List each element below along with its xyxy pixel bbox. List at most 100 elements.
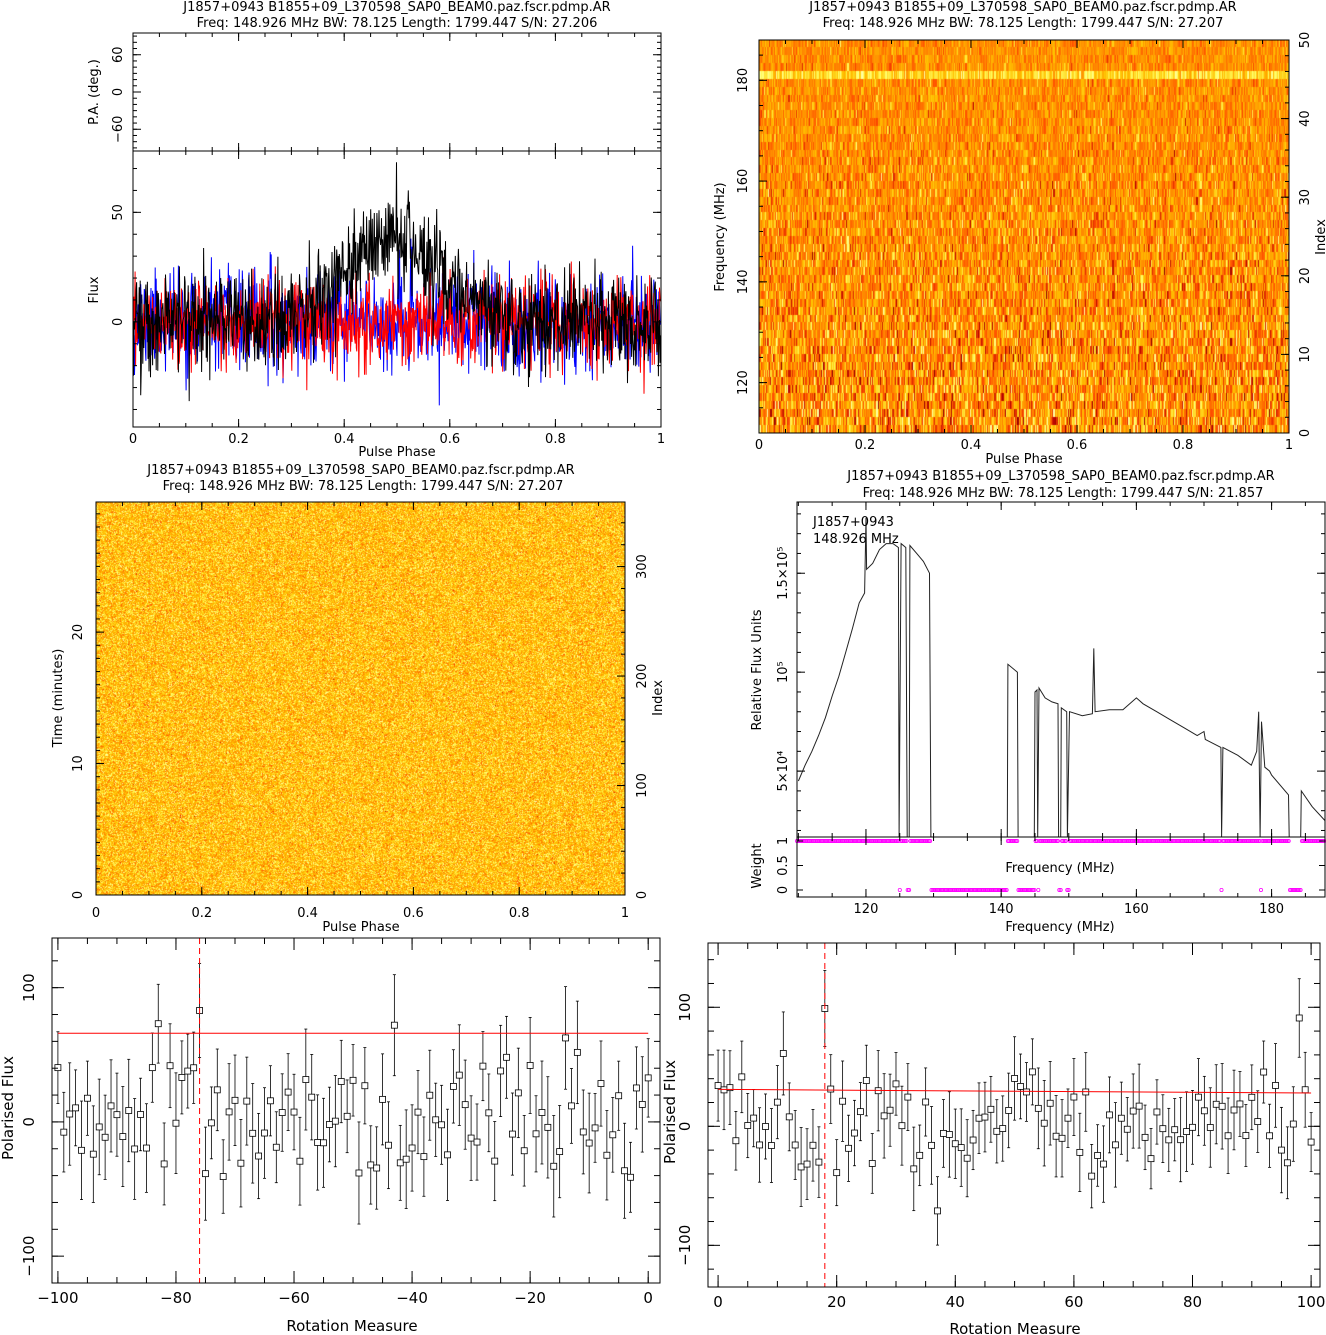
weight-point bbox=[1038, 839, 1043, 844]
weight-point bbox=[1231, 839, 1236, 844]
rm-right-point bbox=[773, 1098, 781, 1106]
time-phase-index-tick-label: 100 bbox=[635, 773, 650, 798]
rm-right-point bbox=[1189, 1123, 1196, 1131]
weight-point bbox=[962, 888, 967, 893]
weight-point bbox=[1033, 839, 1038, 844]
rm-left-point bbox=[54, 1064, 62, 1072]
freq-phase-x-tick-label: 0.4 bbox=[961, 438, 982, 453]
weight-point bbox=[1236, 839, 1241, 844]
weight-point bbox=[886, 839, 891, 844]
weight-point bbox=[1264, 839, 1269, 844]
weight-point bbox=[1121, 839, 1126, 844]
weight-point bbox=[829, 839, 834, 844]
weight-point bbox=[1021, 888, 1026, 893]
freq-phase-index-tick-label: 40 bbox=[1298, 110, 1313, 127]
rm-right-point bbox=[975, 1114, 983, 1122]
weight-point bbox=[1282, 839, 1287, 844]
weight-point bbox=[1045, 839, 1050, 844]
rm-left-y-tick-label: 0 bbox=[20, 1117, 38, 1127]
weight-point bbox=[851, 839, 856, 844]
weight-point bbox=[1112, 839, 1117, 844]
rm-left-point bbox=[420, 1153, 428, 1161]
bandpass-title: J1857+0943 B1855+09_L370598_SAP0_BEAM0.p… bbox=[846, 469, 1274, 484]
weight-point bbox=[1089, 839, 1094, 844]
rm-right-point bbox=[922, 1098, 930, 1106]
weight-point bbox=[1153, 839, 1158, 844]
weight-point bbox=[1162, 839, 1167, 844]
weight-point bbox=[991, 888, 996, 893]
rm-left-point bbox=[467, 1134, 475, 1142]
weight-point bbox=[1147, 839, 1152, 844]
weight-point bbox=[1037, 839, 1042, 844]
pa-y-tick-label: 60 bbox=[111, 46, 126, 63]
weight-point bbox=[928, 839, 933, 844]
rm-left-point bbox=[207, 1119, 215, 1127]
weight-point bbox=[916, 839, 921, 844]
rm-left-point bbox=[562, 1034, 569, 1042]
weight-point bbox=[824, 839, 829, 844]
rm-right-point bbox=[1171, 1126, 1179, 1134]
weight-point bbox=[1301, 839, 1306, 844]
weight-point bbox=[986, 888, 991, 893]
weight-point bbox=[1120, 839, 1125, 844]
weight-point bbox=[1247, 839, 1252, 844]
rm-left-x-tick-label: −100 bbox=[37, 1289, 78, 1307]
rm-left-point bbox=[261, 1129, 268, 1137]
freq-phase-x-tick-label: 0.2 bbox=[855, 438, 876, 453]
rm-left-point bbox=[131, 1145, 139, 1153]
weight-point bbox=[942, 888, 947, 893]
weight-point bbox=[1066, 888, 1071, 893]
weight-point bbox=[947, 888, 952, 893]
weight-point bbox=[1285, 839, 1290, 844]
weight-point bbox=[1263, 839, 1268, 844]
weight-point bbox=[876, 839, 881, 844]
rm-left-point bbox=[355, 1169, 363, 1177]
rm-right-point bbox=[768, 1142, 775, 1149]
weight-point bbox=[866, 839, 871, 844]
weight-point bbox=[1228, 839, 1233, 844]
weight-point bbox=[975, 888, 980, 893]
weight-point bbox=[969, 888, 974, 893]
rm-left-point bbox=[154, 1020, 162, 1028]
rm-right-point bbox=[1230, 1106, 1238, 1114]
weight-point bbox=[1063, 839, 1068, 844]
weight-point bbox=[1241, 839, 1246, 844]
rm-left-point bbox=[408, 1144, 416, 1152]
rm-right-point bbox=[951, 1140, 959, 1148]
weight-point bbox=[1190, 839, 1195, 844]
weight-point bbox=[1177, 839, 1182, 844]
rm-left-point bbox=[225, 1108, 233, 1116]
rm-right-point bbox=[916, 1151, 924, 1159]
profile-subtitle: Freq: 148.926 MHz BW: 78.125 Length: 179… bbox=[197, 16, 598, 31]
weight-point bbox=[925, 839, 930, 844]
weight-point bbox=[1176, 839, 1181, 844]
rm-right-point bbox=[762, 1123, 769, 1130]
weight-point bbox=[884, 839, 889, 844]
rm-right-point bbox=[993, 1127, 1001, 1135]
rm-left-point bbox=[390, 1021, 398, 1029]
rm-right-point bbox=[1106, 1111, 1113, 1119]
rm-left-point bbox=[95, 1123, 103, 1131]
weight-point bbox=[1144, 839, 1149, 844]
weight-point bbox=[805, 839, 810, 844]
weight-point bbox=[930, 888, 935, 893]
bandpass-x-label: Frequency (MHz) bbox=[1005, 920, 1114, 935]
freq-phase-title: J1857+0943 B1855+09_L370598_SAP0_BEAM0.p… bbox=[808, 0, 1236, 15]
weight-point bbox=[1158, 839, 1163, 844]
weight-point bbox=[937, 888, 942, 893]
weight-point bbox=[1079, 839, 1084, 844]
weight-point bbox=[1124, 839, 1129, 844]
weight-point bbox=[1284, 839, 1289, 844]
rm-right-point bbox=[1206, 1124, 1214, 1131]
weight-point bbox=[1257, 839, 1262, 844]
profile-x-tick-label: 0.4 bbox=[334, 432, 355, 447]
rm-left-point bbox=[638, 1101, 646, 1108]
weight-point bbox=[1083, 839, 1088, 844]
weight-point bbox=[1297, 888, 1302, 893]
rm-right-point bbox=[880, 1112, 888, 1120]
bandpass-source-annotation: J1857+0943 bbox=[812, 515, 894, 530]
weight-point bbox=[1016, 888, 1021, 893]
weight-point bbox=[949, 888, 954, 893]
weight-point bbox=[821, 839, 826, 844]
weight-point bbox=[1216, 839, 1221, 844]
